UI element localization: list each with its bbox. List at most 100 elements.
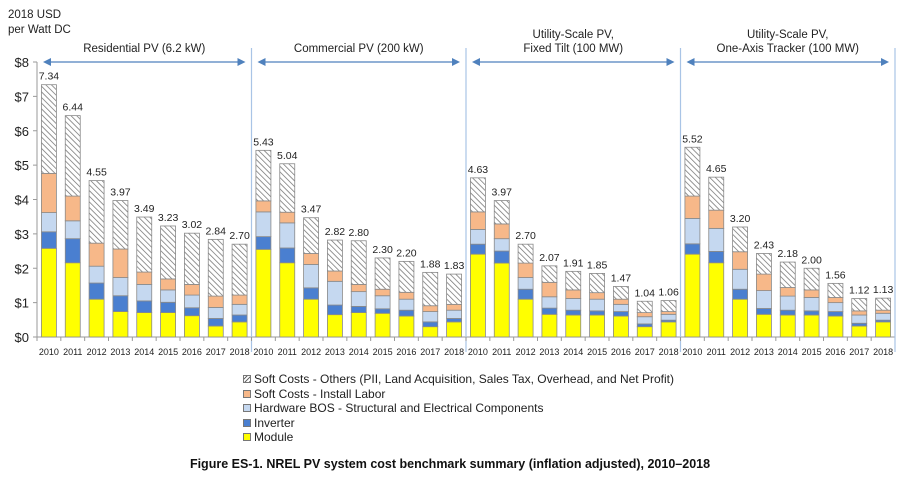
bar-total-label: 1.47 bbox=[611, 272, 632, 284]
bar-segment-inverter bbox=[851, 322, 868, 327]
bar-segment-install-labor bbox=[613, 298, 629, 305]
x-tick-label: 2013 bbox=[754, 347, 774, 357]
bar-segment-inverter bbox=[517, 288, 534, 300]
bar-segment-hardware-bos bbox=[136, 284, 153, 302]
x-tick-label: 2014 bbox=[563, 347, 583, 357]
x-tick-label: 2014 bbox=[134, 347, 154, 357]
bar-segment-hardware-bos bbox=[875, 312, 891, 321]
bar-segment-inverter bbox=[422, 321, 439, 328]
bar-segment-hardware-bos bbox=[207, 307, 224, 319]
y-axis-label-line-2: per Watt DC bbox=[8, 24, 71, 36]
bar-group: Commercial PV (200 kW) 5.43 2010 5.04 2011 3.… bbox=[251, 43, 464, 357]
x-tick-label: 2016 bbox=[182, 347, 202, 357]
x-tick-label: 2011 bbox=[63, 347, 82, 357]
bar-total-label: 2.84 bbox=[206, 225, 227, 237]
bar-segment-install-labor bbox=[184, 284, 200, 296]
bar-segment-inverter bbox=[184, 307, 200, 317]
bar-segment-module bbox=[541, 313, 558, 338]
bar-segment-hardware-bos bbox=[589, 298, 605, 312]
bar-segment-module bbox=[660, 321, 677, 338]
stacked-bar-chart: 2018 USD per Watt DC $0$1$2$3$4$5$6$7$8 … bbox=[8, 9, 896, 357]
y-tick-label: $3 bbox=[15, 227, 29, 242]
bar-segment-inverter bbox=[827, 311, 844, 317]
legend-label: Inverter bbox=[254, 415, 295, 430]
bar-segment-hardware-bos bbox=[493, 238, 510, 252]
arrow-right-icon bbox=[666, 58, 675, 66]
bar-segment-soft-others bbox=[779, 261, 796, 288]
bar-total-label: 3.20 bbox=[730, 213, 751, 225]
bar-total-label: 3.23 bbox=[158, 212, 179, 224]
group-title: Utility-Scale PV, bbox=[747, 29, 828, 41]
bar-segment-module bbox=[422, 326, 439, 338]
bar-total-label: 1.88 bbox=[420, 258, 441, 270]
bar-segment-install-labor bbox=[684, 195, 701, 219]
bar-segment-soft-others bbox=[875, 297, 891, 311]
bar-segment-inverter bbox=[779, 309, 796, 316]
bar-segment-soft-others bbox=[160, 225, 176, 280]
bar-segment-soft-others bbox=[517, 243, 534, 264]
bar-segment-soft-others bbox=[446, 273, 462, 305]
x-tick-label: 2013 bbox=[325, 347, 345, 357]
bar-segment-install-labor bbox=[422, 305, 439, 312]
x-tick-label: 2014 bbox=[778, 347, 798, 357]
bar-segment-hardware-bos bbox=[303, 264, 319, 289]
bar-segment-module bbox=[851, 325, 868, 338]
bar-segment-soft-others bbox=[136, 216, 153, 273]
bar-segment-inverter bbox=[803, 310, 820, 316]
bar-segment-soft-others bbox=[255, 149, 272, 202]
y-axis-label-line-1: 2018 USD bbox=[8, 9, 61, 21]
bar-total-label: 1.04 bbox=[635, 287, 656, 299]
bar-total-label: 1.91 bbox=[563, 257, 584, 269]
bar-segment-install-labor bbox=[541, 281, 558, 298]
x-tick-label: 2018 bbox=[659, 347, 679, 357]
x-tick-label: 2010 bbox=[682, 347, 702, 357]
bar-segment-inverter bbox=[231, 314, 248, 323]
bar-segment-hardware-bos bbox=[517, 277, 534, 290]
bar-segment-module bbox=[708, 262, 725, 338]
bar-segment-soft-others bbox=[851, 298, 868, 312]
bar-segment-install-labor bbox=[517, 262, 534, 278]
legend: Soft Costs - Others (PII, Land Acquisiti… bbox=[243, 372, 674, 445]
bar-segment-module bbox=[470, 253, 486, 338]
bar-segment-inverter bbox=[756, 308, 772, 315]
bar-segment-module bbox=[565, 314, 582, 338]
bar-segment-soft-others bbox=[660, 300, 677, 312]
x-tick-label: 2013 bbox=[539, 347, 559, 357]
bar-segment-install-labor bbox=[589, 292, 605, 300]
x-tick-label: 2012 bbox=[87, 347, 107, 357]
bar-segment-soft-others bbox=[303, 217, 319, 254]
arrow-left-icon bbox=[257, 58, 266, 66]
bar-total-label: 2.70 bbox=[229, 230, 250, 242]
bar-segment-module bbox=[374, 312, 391, 338]
x-tick-label: 2015 bbox=[802, 347, 822, 357]
y-tick-label: $5 bbox=[15, 158, 29, 173]
bar-total-label: 1.85 bbox=[587, 259, 608, 271]
x-tick-label: 2011 bbox=[707, 347, 726, 357]
bar-segment-module bbox=[803, 314, 820, 338]
arrow-right-icon bbox=[452, 58, 460, 66]
bar-segment-inverter bbox=[136, 300, 153, 313]
bar-segment-hardware-bos bbox=[279, 222, 296, 249]
bar-segment-install-labor bbox=[827, 297, 844, 304]
bar-segment-module bbox=[875, 321, 891, 338]
arrow-right-icon bbox=[881, 58, 889, 66]
bar-total-label: 2.18 bbox=[778, 248, 799, 260]
bar-segment-install-labor bbox=[398, 291, 415, 300]
bar-total-label: 2.20 bbox=[396, 247, 417, 259]
y-tick-label: $4 bbox=[15, 193, 29, 208]
bar-total-label: 1.13 bbox=[873, 284, 894, 296]
bar-segment-soft-others bbox=[64, 115, 81, 197]
bar-segment-hardware-bos bbox=[255, 211, 272, 238]
y-tick-label: $6 bbox=[15, 124, 29, 139]
bar-segment-hardware-bos bbox=[422, 311, 439, 323]
bar-segment-install-labor bbox=[88, 242, 105, 267]
bar-segment-hardware-bos bbox=[827, 302, 844, 312]
bar-segment-install-labor bbox=[136, 271, 153, 285]
bar-segment-module bbox=[779, 314, 796, 338]
bar-segment-hardware-bos bbox=[398, 298, 415, 311]
bar-segment-install-labor bbox=[160, 278, 176, 291]
bar-total-label: 2.07 bbox=[539, 252, 560, 264]
bar-segment-inverter bbox=[207, 318, 224, 327]
x-tick-label: 2014 bbox=[349, 347, 369, 357]
bar-segment-hardware-bos bbox=[112, 277, 129, 297]
